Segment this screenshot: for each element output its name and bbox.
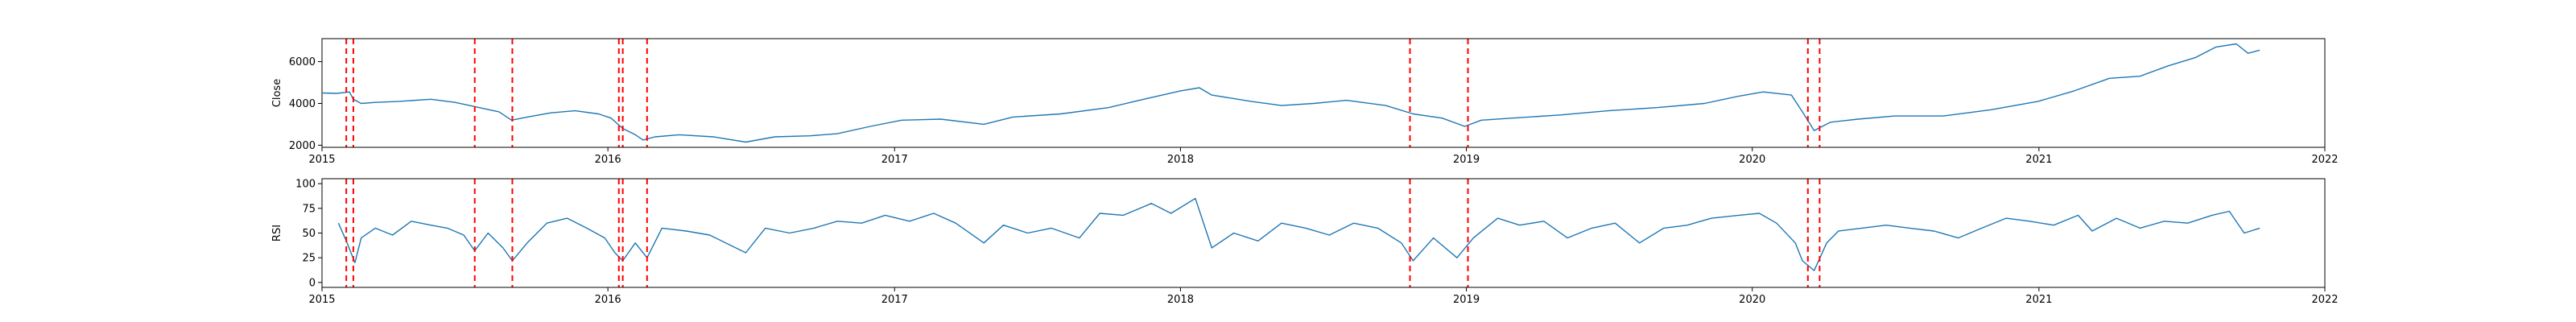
x-tick-label: 2020: [1739, 154, 1765, 166]
x-tick-label: 2022: [2311, 294, 2338, 306]
x-tick-label: 2018: [1167, 154, 1194, 166]
x-tick-label: 2016: [595, 294, 621, 306]
x-tick-label: 2022: [2311, 154, 2338, 166]
x-tick-label: 2021: [2025, 154, 2052, 166]
y-tick-label: 50: [302, 228, 316, 240]
x-tick-label: 2021: [2025, 294, 2052, 306]
y-tick-label: 2000: [289, 140, 316, 152]
x-tick-label: 2020: [1739, 294, 1765, 306]
y-tick-label: 25: [302, 253, 316, 265]
x-tick-label: 2015: [308, 294, 335, 306]
x-tick-label: 2017: [881, 294, 908, 306]
series-line-rsi: [337, 197, 2260, 271]
y-tick-label: 4000: [289, 98, 316, 110]
x-tick-label: 2019: [1453, 154, 1480, 166]
y-axis-label: RSI: [271, 225, 283, 242]
x-tick-label: 2019: [1453, 294, 1480, 306]
series-line-close: [322, 43, 2260, 143]
y-tick-label: 75: [302, 203, 316, 215]
y-axis-label: Close: [271, 79, 283, 107]
y-tick-label: 6000: [289, 56, 316, 68]
x-tick-label: 2017: [881, 154, 908, 166]
x-tick-label: 2018: [1167, 294, 1194, 306]
x-tick-label: 2015: [308, 154, 335, 166]
chart-panel-close: 2000 4000 6000 2015 2016 2017 2018 2019 2020 2021…: [271, 38, 2339, 166]
chart-panel-rsi: 0 25 50 75 100 2015 2016 2017 2018 2019 2020 2021 20…: [271, 178, 2339, 306]
plot-frame: [321, 38, 2326, 148]
x-tick-label: 2016: [595, 154, 621, 166]
y-tick-label: 100: [295, 179, 316, 191]
y-tick-label: 0: [309, 277, 316, 289]
